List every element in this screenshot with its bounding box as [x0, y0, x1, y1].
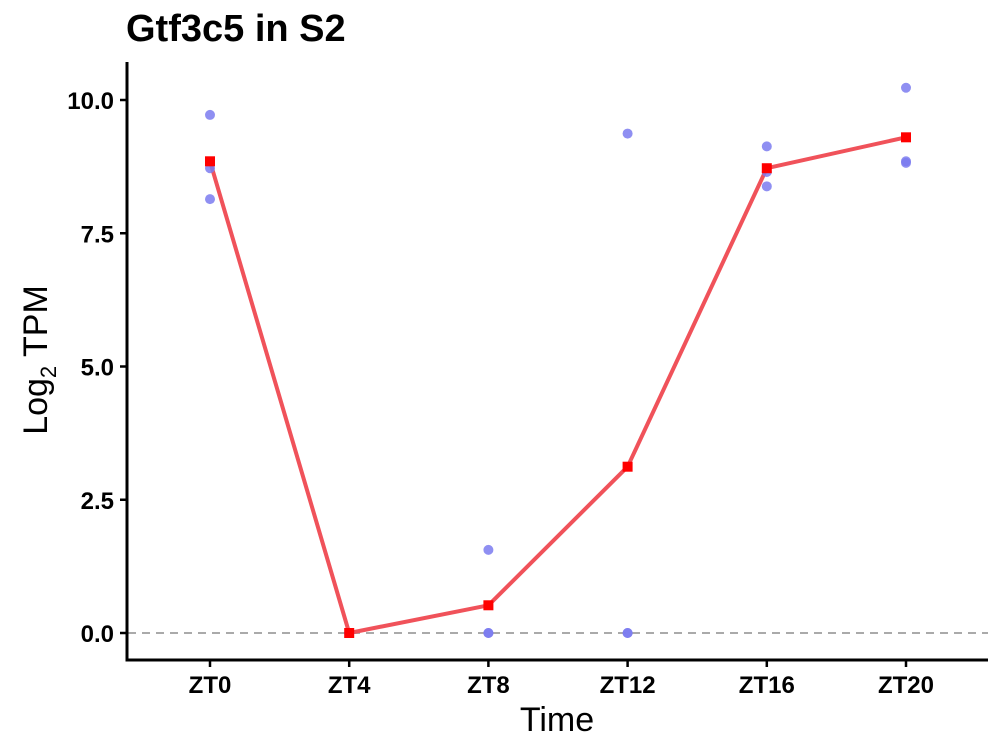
y-axis-label-suffix: TPM	[17, 285, 55, 357]
scatter-series-layer	[205, 82, 911, 638]
scatter-point	[483, 628, 494, 638]
mean-marker	[761, 163, 772, 174]
mean-marker	[483, 600, 494, 611]
x-ticks: ZT0 ZT4 ZT8 ZT12 ZT16 ZT20	[189, 660, 934, 699]
scatter-point	[622, 628, 633, 638]
mean-line	[208, 135, 907, 635]
y-axis-label: Log2 TPM	[17, 285, 61, 435]
scatter-point	[205, 194, 215, 205]
scatter-point	[901, 157, 911, 168]
y-axis-label-main: Log	[17, 378, 55, 435]
y-axis-label-subscript: 2	[36, 366, 61, 378]
x-tick-label: ZT8	[467, 672, 510, 699]
scatter-point	[761, 181, 772, 192]
y-tick-label: 0.0	[81, 621, 114, 648]
y-ticks: 0.0 2.5 5.0 7.5 10.0	[67, 88, 127, 648]
y-axis-label-suffix-space	[17, 357, 55, 366]
scatter-point	[761, 141, 772, 152]
y-tick-label: 2.5	[81, 488, 114, 515]
mean-marker	[205, 156, 215, 167]
x-tick-label: ZT12	[600, 672, 656, 699]
x-axis-label: Time	[520, 701, 594, 739]
scatter-point	[622, 128, 633, 139]
mean-marker	[344, 628, 355, 638]
scatter-point	[205, 109, 215, 120]
mean-marker	[622, 461, 633, 472]
x-tick-label: ZT4	[328, 672, 371, 699]
scatter-point	[901, 82, 911, 93]
y-tick-label: 10.0	[67, 88, 114, 115]
scatter-point	[483, 544, 494, 555]
mean-marker	[901, 132, 911, 143]
mean-markers-layer	[205, 132, 911, 638]
x-tick-label: ZT16	[739, 672, 795, 699]
y-tick-label: 7.5	[81, 221, 114, 248]
x-tick-label: ZT20	[878, 672, 934, 699]
line-series-layer	[208, 135, 907, 635]
chart-title: Gtf3c5 in S2	[126, 8, 346, 50]
x-tick-label: ZT0	[189, 672, 232, 699]
y-tick-label: 5.0	[81, 355, 114, 382]
